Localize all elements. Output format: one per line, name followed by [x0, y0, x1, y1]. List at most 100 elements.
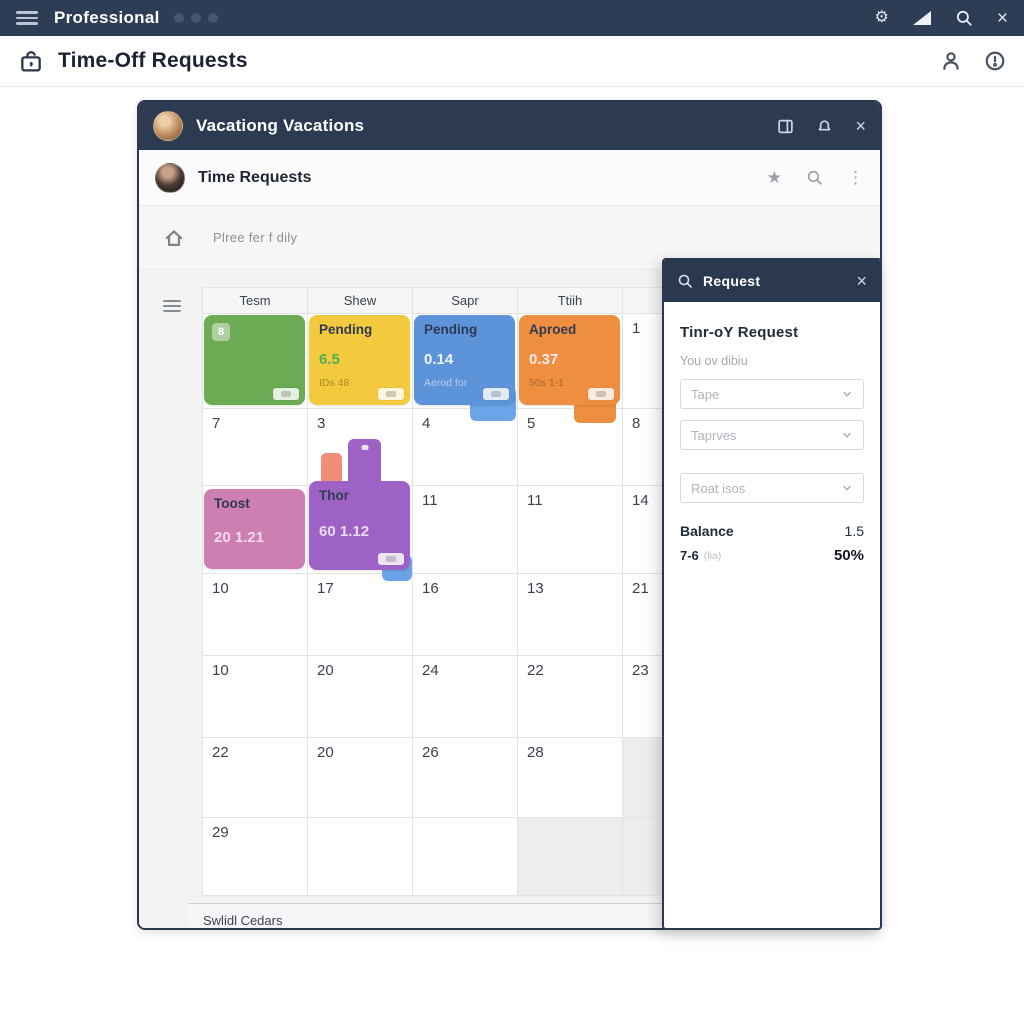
event-subtext: Aerod for [424, 377, 468, 389]
calendar-cell[interactable]: 20 [308, 656, 413, 738]
day-number: 4 [422, 415, 431, 432]
hamburger-menu-icon[interactable] [16, 11, 38, 25]
day-number: 17 [317, 580, 334, 597]
kebab-menu-icon[interactable]: ⋮ [847, 168, 864, 187]
calendar-day-header: Shew [308, 288, 413, 314]
approver-dropdown-value: Taprves [691, 427, 737, 443]
event-card-blue[interactable]: Pending 0.14 Aerod for [414, 315, 515, 405]
type-dropdown[interactable]: Tape [680, 379, 864, 409]
calendar-day-header: Ttiih [518, 288, 623, 314]
panel-close-icon[interactable]: × [856, 271, 867, 291]
event-title: Aproed [529, 322, 577, 337]
chevron-down-icon [843, 432, 851, 438]
footer-text: Swlidl Cedars [203, 913, 283, 928]
event-title: Thor [319, 488, 349, 503]
event-card-purple[interactable]: Thor 60 1.12 [309, 481, 410, 570]
calendar-cell[interactable]: 7 [203, 409, 308, 486]
day-number: 14 [632, 492, 649, 509]
panel-layout-icon[interactable] [777, 118, 794, 135]
day-number: 1 [632, 320, 641, 337]
event-subtext: 50s 1-1 [529, 377, 565, 389]
bell-icon[interactable] [816, 118, 833, 135]
day-number: 20 [317, 744, 334, 761]
type-dropdown-value: Tape [691, 386, 720, 402]
calendar-cell[interactable]: 16 [413, 574, 518, 656]
settings-gear-icon[interactable]: ⚙ [874, 9, 889, 26]
calendar-cell[interactable]: 11 [518, 486, 623, 574]
tab-dot-icon [361, 445, 368, 450]
calendar-cell[interactable]: 4 [413, 409, 518, 486]
calendar-cell[interactable]: 13 [518, 574, 623, 656]
day-number: 26 [422, 744, 439, 761]
request-subtitle: You ov dibiu [680, 354, 748, 368]
calendar-cell[interactable] [518, 818, 623, 896]
quota-note: (lia) [703, 549, 722, 562]
home-icon[interactable] [163, 227, 185, 249]
app-header: Time-Off Requests [0, 36, 1024, 87]
toolbar-title: Time Requests [198, 168, 312, 186]
event-attachment-pill [588, 388, 614, 400]
event-attachment-pill [378, 388, 404, 400]
calendar-day-header: Tesm [203, 288, 308, 314]
day-number: 10 [212, 580, 229, 597]
panel-search-icon[interactable] [677, 273, 693, 289]
approver-dropdown[interactable]: Taprves [680, 420, 864, 450]
panel-title: Request [703, 273, 761, 289]
window-close-icon[interactable]: × [855, 116, 866, 136]
day-number: 16 [422, 580, 439, 597]
window-titlebar[interactable]: Vacationg Vacations × [139, 102, 880, 150]
calendar-cell[interactable]: 10 [203, 574, 308, 656]
briefcase-lock-icon [21, 51, 41, 72]
day-number: 8 [632, 415, 641, 432]
event-card-green[interactable]: 8 [204, 315, 305, 405]
day-number: 11 [422, 492, 438, 509]
calendar-cell[interactable]: 28 [518, 738, 623, 818]
calendar-cell[interactable]: 29 [203, 818, 308, 896]
event-badge: 8 [212, 323, 230, 341]
search-icon[interactable] [955, 9, 973, 27]
event-value: 6.5 [319, 351, 340, 368]
user-icon[interactable] [940, 50, 962, 72]
day-number: 7 [212, 415, 221, 432]
calendar-cell[interactable]: 17 [308, 574, 413, 656]
calendar-cell[interactable]: 5 [518, 409, 623, 486]
user-avatar[interactable] [155, 162, 185, 193]
day-number: 3 [317, 415, 326, 432]
calendar-cell[interactable]: 20 [308, 738, 413, 818]
reason-dropdown[interactable]: Roat isos [680, 473, 864, 503]
calendar-menu-icon[interactable] [163, 300, 181, 312]
calendar-cell[interactable]: 11 [413, 486, 518, 574]
favorite-star-icon[interactable]: ★ [766, 168, 782, 187]
calendar-cell[interactable] [308, 818, 413, 896]
os-topbar: Professional ⚙ × [0, 0, 1024, 36]
page-title: Time-Off Requests [58, 49, 248, 72]
window-avatar [153, 111, 183, 141]
request-heading: Tinr-oY Request [680, 324, 799, 341]
calendar-cell[interactable]: 10 [203, 656, 308, 738]
event-card-orange[interactable]: Aproed 0.37 50s 1-1 [519, 315, 620, 405]
quota-row: 7-6 (lia) 50% [680, 547, 864, 564]
event-card-yellow[interactable]: Pending 6.5 IDs 48 [309, 315, 410, 405]
balance-row: Balance 1.5 [680, 523, 864, 539]
event-value: 60 1.12 [319, 523, 370, 540]
day-number: 23 [632, 662, 649, 679]
calendar-cell[interactable]: 24 [413, 656, 518, 738]
breadcrumb: Plree fer f dily [213, 230, 298, 245]
calendar-cell[interactable]: 22 [518, 656, 623, 738]
event-title: Pending [424, 322, 478, 337]
day-number: 21 [632, 580, 649, 597]
window-title: Vacationg Vacations [196, 116, 365, 135]
balance-value: 1.5 [844, 523, 864, 539]
day-number: 29 [212, 824, 229, 841]
event-layer: 8 Pending 6.5 IDs 48 Pending 0.14 Aerod … [202, 287, 728, 895]
chevron-down-icon [843, 485, 851, 491]
os-title: Professional [54, 8, 160, 27]
calendar-cell[interactable]: 22 [203, 738, 308, 818]
event-card-pink[interactable]: Toost 20 1.21 [204, 489, 305, 569]
close-icon[interactable]: × [996, 7, 1008, 29]
calendar-cell[interactable]: 26 [413, 738, 518, 818]
day-number: 13 [527, 580, 544, 597]
toolbar-search-icon[interactable] [806, 169, 823, 186]
calendar-cell[interactable] [413, 818, 518, 896]
clock-icon[interactable] [984, 50, 1006, 72]
